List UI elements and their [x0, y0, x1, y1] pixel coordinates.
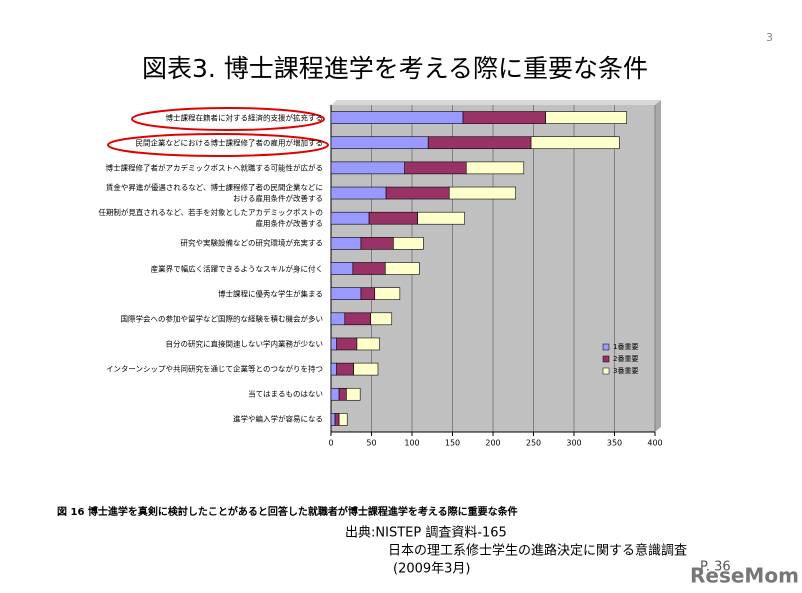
bar-segment [374, 287, 401, 300]
bar-segment [338, 413, 348, 426]
category-label: 自分の研究に直接関連しない学内業務が少ない [165, 339, 324, 349]
bar-segment [346, 387, 361, 401]
bar-segment [330, 136, 429, 150]
bar-segment [334, 413, 340, 426]
bar-segment [330, 161, 406, 175]
bar-segment [393, 237, 424, 250]
category-label: 産業界で幅広く活躍できるようなスキルが身に付く [150, 264, 323, 273]
bar-segment [356, 337, 380, 351]
bar-segment [330, 337, 337, 351]
bar-segment [338, 387, 347, 401]
figure-caption: 図 16 博士進学を真剣に検討したことがあると回答した就職者が博士課程進学を考え… [57, 505, 518, 518]
bar-segment [353, 362, 379, 376]
highlight-ellipse [107, 133, 329, 157]
plot-wall-top [331, 100, 661, 105]
bar-segment [384, 262, 420, 275]
x-tick-label: 350 [607, 439, 622, 448]
bar-segment [545, 111, 627, 124]
bar-segment [336, 337, 358, 351]
bar-segment [368, 211, 418, 225]
page-number: 3 [766, 31, 773, 44]
x-tick-label: 0 [328, 439, 333, 448]
bar-segment [462, 111, 546, 124]
bar-segment [330, 262, 354, 275]
category-label: 国際学会への参加や留学など国際的な経験を積む機会が多い [120, 314, 324, 324]
bar-segment [330, 413, 336, 426]
bar-segment [344, 312, 371, 326]
x-tick-label: 150 [445, 439, 460, 448]
x-tick-label: 50 [366, 439, 376, 448]
highlight-ellipse [131, 107, 325, 131]
bar-segment [330, 287, 362, 300]
legend-label: 3番重要 [613, 367, 638, 375]
bar-segment [330, 211, 370, 225]
bar-segment [330, 387, 340, 401]
source-line: 出典:NISTEP 調査資料-165 [345, 526, 507, 541]
x-tick-label: 300 [566, 439, 581, 448]
category-label: 博士課程修了者がアカデミックポストへ就職する可能性が広がる [105, 163, 324, 173]
bar-segment [385, 186, 450, 200]
bar-segment [352, 262, 386, 275]
bar-segment [417, 211, 465, 225]
bar-segment [330, 111, 464, 124]
legend-swatch [602, 355, 610, 363]
x-tick-label: 250 [526, 439, 541, 448]
bar-segment [427, 136, 532, 150]
category-label: 研究や実験設備などの研究環境が充実する [180, 238, 324, 248]
category-label: インターンシップや共同研究を通じて企業等とのつながりを持つ [105, 364, 323, 374]
slide-title: 図表3. 博士課程進学を考える際に重要な条件 [142, 54, 648, 83]
bar-segment [330, 362, 337, 376]
bar-segment [530, 136, 620, 150]
bar-segment [330, 186, 387, 200]
source-line: 日本の理工系修士学生の進路決定に関する意識調査 [388, 543, 687, 559]
legend-swatch [602, 343, 610, 351]
bar-segment [330, 237, 362, 250]
x-tick-label: 200 [485, 439, 500, 448]
legend-label: 1番重要 [613, 343, 638, 351]
bar-segment [330, 312, 346, 326]
category-label: 賃金や昇進が優遇されるなど、博士課程修了者の民間企業などに おける雇用条件が改善… [105, 183, 323, 204]
logo: ReseMom [690, 564, 799, 588]
bar-segment [465, 161, 525, 175]
plot-wall-side [655, 100, 661, 432]
category-label: 博士課程在籍者に対する経済的支援が拡充する [165, 113, 324, 123]
category-label: 任期制が見直されるなど、若手を対象としたアカデミックポストの 雇用条件が改善する [98, 208, 323, 229]
bar-segment [360, 287, 376, 300]
x-tick-label: 400 [647, 439, 662, 448]
bar-segment [336, 362, 354, 376]
legend-swatch [602, 367, 610, 375]
x-tick-label: 100 [404, 439, 419, 448]
bar-segment [370, 312, 393, 326]
legend-label: 2番重要 [613, 355, 638, 363]
bar-segment [404, 161, 467, 175]
bar-segment [448, 186, 516, 200]
category-label: 当てはまるものはない [248, 389, 323, 399]
bar-segment [360, 237, 394, 250]
category-label: 民間企業などにおける博士課程修了者の雇用が増加する [135, 138, 324, 148]
page-ref: P. 36 [700, 560, 731, 575]
category-label: 博士課程に優秀な学生が集まる [218, 289, 323, 299]
source-line: (2009年3月) [393, 562, 471, 577]
category-label: 進学や編入学が容易になる [233, 414, 323, 424]
